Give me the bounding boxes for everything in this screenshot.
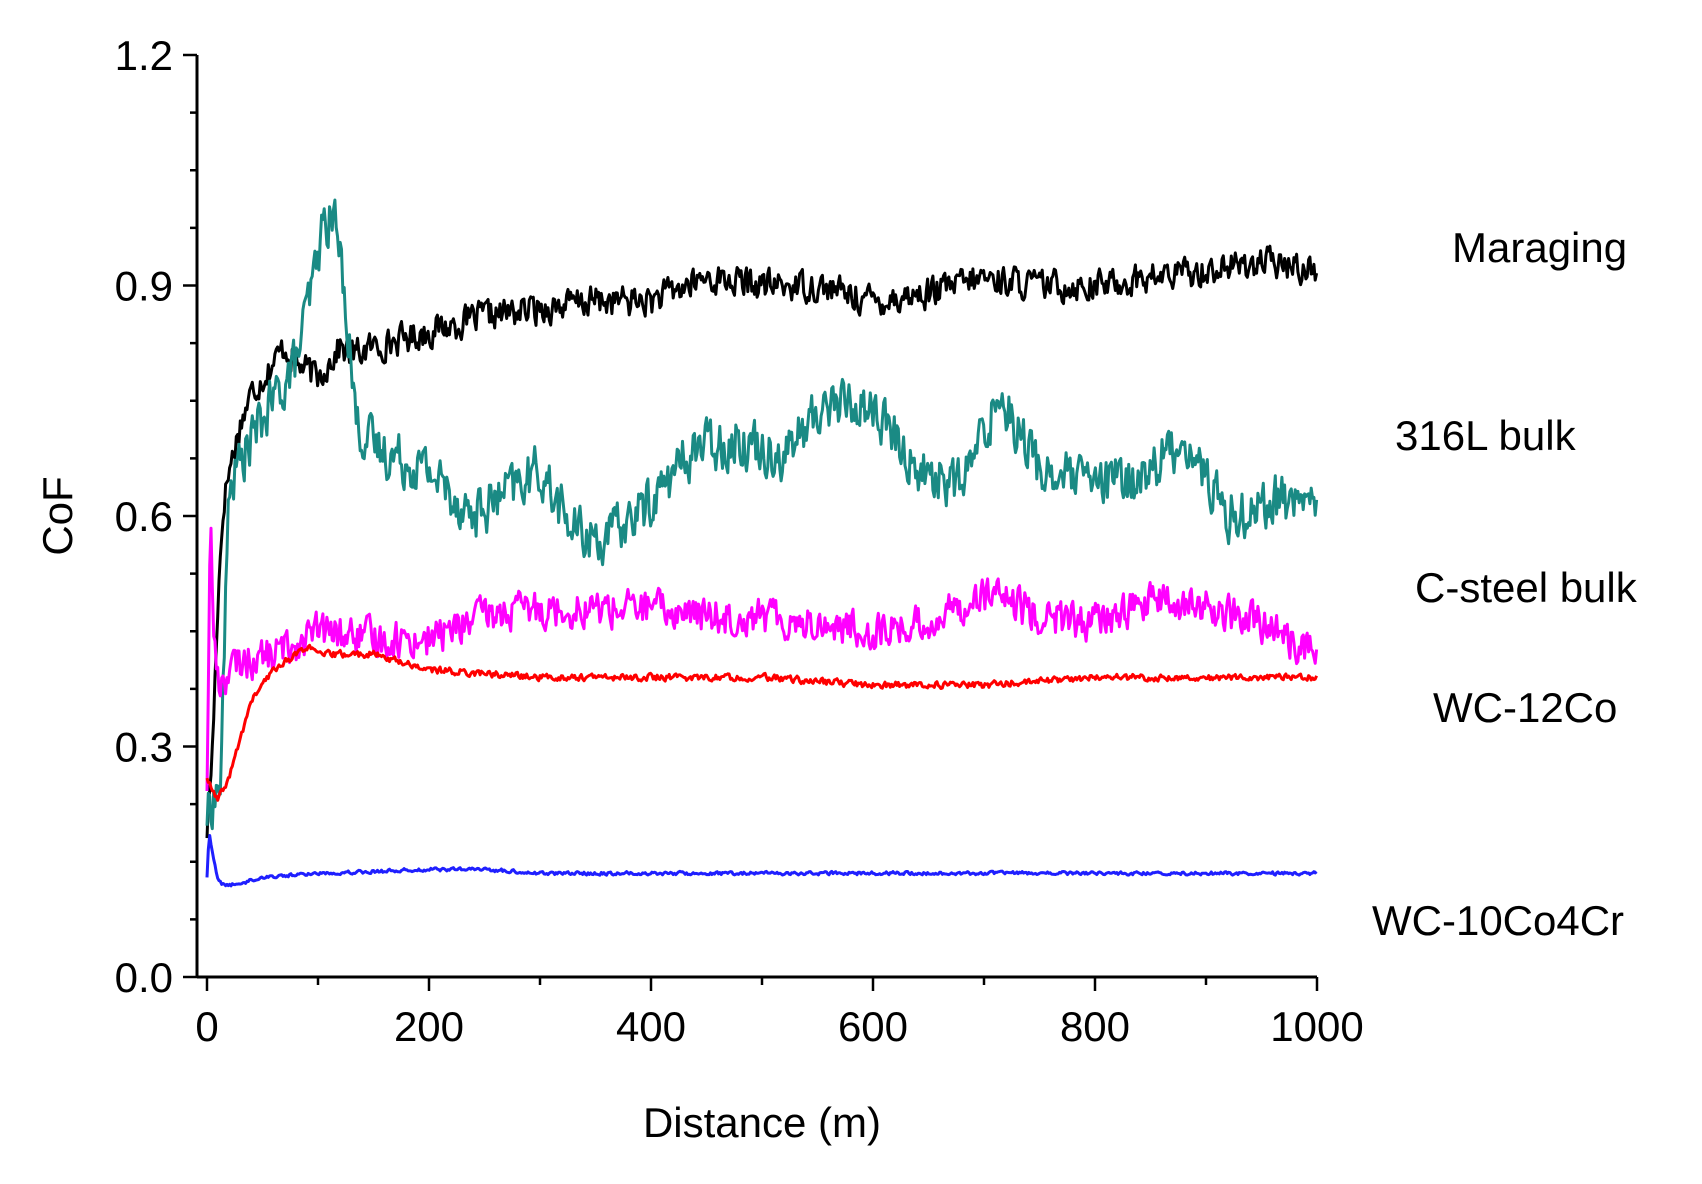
x-tick-label: 800 (1060, 1003, 1130, 1050)
series-label-c-steel-bulk: C-steel bulk (1415, 564, 1638, 611)
y-tick-label: 0.3 (115, 724, 173, 771)
x-tick-label: 600 (838, 1003, 908, 1050)
x-tick-label: 400 (616, 1003, 686, 1050)
series-line-c-steel-bulk (205, 526, 1319, 792)
series-label-316l-bulk: 316L bulk (1395, 412, 1577, 459)
y-tick-label: 1.2 (115, 32, 173, 79)
y-tick-label: 0.9 (115, 263, 173, 310)
series-line-maraging (205, 244, 1319, 839)
x-tick-label: 200 (394, 1003, 464, 1050)
series-label-wc-10co4cr: WC-10Co4Cr (1372, 897, 1624, 944)
series-line-wc-10co4cr (205, 834, 1318, 888)
y-axis-title: CoF (34, 476, 81, 555)
series-line-316l-bulk (205, 198, 1319, 831)
series-layer (205, 198, 1319, 888)
series-label-maraging: Maraging (1452, 224, 1627, 271)
axes-layer (195, 55, 1317, 979)
x-tick-label: 1000 (1270, 1003, 1363, 1050)
x-tick-label: 0 (195, 1003, 218, 1050)
y-tick-label: 0.0 (115, 954, 173, 1001)
series-labels: Maraging 316L bulk C-steel bulk WC-12Co WC-1… (1372, 224, 1638, 944)
ticks-layer: 0.0 0.3 0.6 0.9 1.2 0 200 400 600 800 1000 (115, 32, 1364, 1050)
x-axis-title: Distance (m) (643, 1099, 881, 1146)
series-label-wc-12co: WC-12Co (1433, 684, 1617, 731)
series-line-wc-12co (205, 643, 1318, 802)
y-tick-label: 0.6 (115, 493, 173, 540)
